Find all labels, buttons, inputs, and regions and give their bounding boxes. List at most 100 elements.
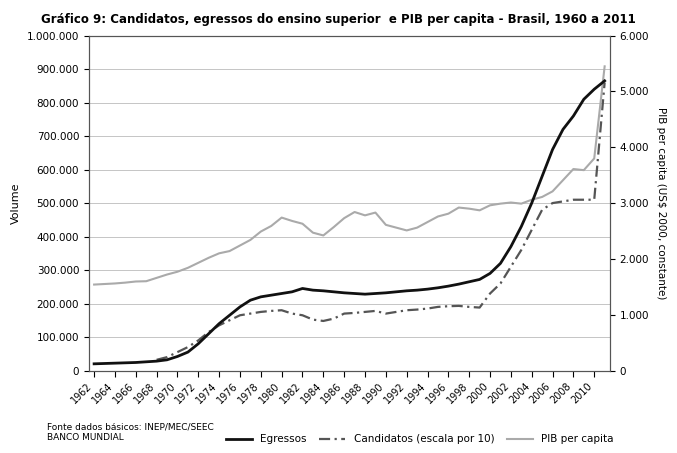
- Egressos: [527, 200, 536, 206]
- Egressos: [100, 361, 108, 366]
- Candidatos (escala por 10): [194, 337, 202, 343]
- Egressos: [204, 331, 213, 337]
- Egressos: [194, 341, 202, 347]
- Candidatos (escala por 10): [527, 227, 536, 232]
- Egressos: [538, 173, 546, 179]
- PIB per capita: [173, 269, 181, 275]
- Egressos: [278, 291, 286, 296]
- Egressos: [132, 360, 140, 365]
- Candidatos (escala por 10): [486, 291, 494, 296]
- Egressos: [173, 354, 181, 359]
- Egressos: [507, 244, 515, 249]
- PIB per capita: [444, 211, 452, 217]
- Candidatos (escala por 10): [465, 304, 473, 309]
- Candidatos (escala por 10): [403, 308, 411, 313]
- Candidatos (escala por 10): [424, 306, 432, 311]
- PIB per capita: [236, 243, 244, 248]
- Candidatos (escala por 10): [517, 247, 525, 253]
- Candidatos (escala por 10): [507, 264, 515, 270]
- Egressos: [340, 290, 348, 295]
- Candidatos (escala por 10): [225, 318, 234, 323]
- Egressos: [496, 260, 504, 266]
- Candidatos (escala por 10): [340, 311, 348, 316]
- Egressos: [215, 321, 223, 326]
- PIB per capita: [413, 225, 421, 231]
- Legend: Egressos, Candidatos (escala por 10), PIB per capita: Egressos, Candidatos (escala por 10), PI…: [221, 430, 618, 448]
- PIB per capita: [434, 214, 442, 219]
- Egressos: [111, 361, 119, 366]
- Candidatos (escala por 10): [559, 199, 567, 204]
- Text: Fonte dados básicos: INEP/MEC/SEEC
BANCO MUNDIAL: Fonte dados básicos: INEP/MEC/SEEC BANCO…: [47, 422, 214, 442]
- Egressos: [465, 279, 473, 284]
- PIB per capita: [257, 229, 265, 234]
- Egressos: [600, 78, 609, 83]
- Candidatos (escala por 10): [163, 354, 171, 360]
- Candidatos (escala por 10): [246, 311, 255, 316]
- Candidatos (escala por 10): [320, 318, 328, 324]
- Egressos: [455, 281, 463, 287]
- Candidatos (escala por 10): [361, 309, 369, 315]
- Egressos: [434, 285, 442, 290]
- Candidatos (escala por 10): [236, 313, 244, 318]
- Egressos: [351, 291, 359, 296]
- PIB per capita: [559, 178, 567, 183]
- Candidatos (escala por 10): [444, 304, 452, 309]
- Candidatos (escala por 10): [288, 311, 296, 316]
- PIB per capita: [548, 188, 556, 194]
- PIB per capita: [424, 219, 432, 225]
- Candidatos (escala por 10): [548, 200, 556, 206]
- PIB per capita: [340, 216, 348, 221]
- Egressos: [299, 286, 307, 291]
- Candidatos (escala por 10): [590, 197, 598, 202]
- Candidatos (escala por 10): [330, 316, 338, 321]
- PIB per capita: [507, 200, 515, 205]
- PIB per capita: [330, 224, 338, 230]
- Candidatos (escala por 10): [413, 307, 421, 312]
- PIB per capita: [496, 201, 504, 207]
- PIB per capita: [361, 212, 369, 218]
- Egressos: [288, 289, 296, 294]
- PIB per capita: [111, 281, 119, 286]
- Candidatos (escala por 10): [455, 303, 463, 308]
- Candidatos (escala por 10): [434, 304, 442, 309]
- Candidatos (escala por 10): [372, 308, 380, 313]
- Egressos: [475, 277, 483, 282]
- PIB per capita: [278, 215, 286, 220]
- PIB per capita: [184, 265, 192, 270]
- Candidatos (escala por 10): [569, 197, 577, 202]
- Line: PIB per capita: PIB per capita: [94, 66, 605, 284]
- PIB per capita: [194, 260, 202, 265]
- Candidatos (escala por 10): [257, 309, 265, 315]
- Egressos: [225, 313, 234, 318]
- Egressos: [267, 293, 276, 298]
- Egressos: [246, 298, 255, 303]
- Egressos: [320, 288, 328, 294]
- Candidatos (escala por 10): [152, 357, 160, 362]
- Candidatos (escala por 10): [215, 323, 223, 328]
- PIB per capita: [163, 272, 171, 277]
- PIB per capita: [288, 218, 296, 224]
- Egressos: [361, 291, 369, 297]
- Egressos: [257, 294, 265, 299]
- Egressos: [152, 358, 160, 364]
- Candidatos (escala por 10): [382, 311, 390, 316]
- PIB per capita: [215, 251, 223, 256]
- PIB per capita: [100, 281, 108, 287]
- PIB per capita: [152, 275, 160, 280]
- Egressos: [424, 286, 432, 292]
- PIB per capita: [132, 279, 140, 284]
- PIB per capita: [267, 223, 276, 229]
- Candidatos (escala por 10): [278, 308, 286, 313]
- PIB per capita: [465, 206, 473, 212]
- Egressos: [163, 357, 171, 362]
- PIB per capita: [246, 237, 255, 243]
- PIB per capita: [320, 233, 328, 238]
- PIB per capita: [121, 280, 129, 285]
- Egressos: [517, 224, 525, 229]
- Candidatos (escala por 10): [496, 281, 504, 286]
- Candidatos (escala por 10): [184, 344, 192, 350]
- Egressos: [548, 147, 556, 152]
- PIB per capita: [580, 168, 588, 173]
- Candidatos (escala por 10): [267, 308, 276, 313]
- PIB per capita: [475, 207, 483, 213]
